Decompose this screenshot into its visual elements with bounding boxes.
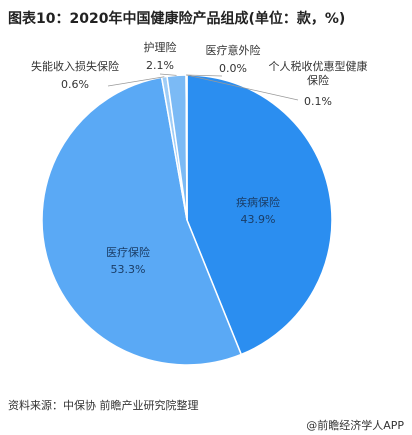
leader-line: [186, 74, 299, 101]
slice-value: 43.9%: [240, 213, 276, 226]
slice-label: 疾病保险: [236, 196, 280, 209]
slice-label: 医疗保险: [106, 246, 150, 259]
callout-value: 0.0%: [219, 62, 247, 75]
source-note: 资料来源：中保协 前瞻产业研究院整理: [8, 399, 199, 412]
credit: @前瞻经济学人APP: [306, 419, 404, 432]
callout-value: 2.1%: [146, 59, 174, 72]
callout-value: 0.1%: [304, 95, 332, 108]
pie-slice: [185, 74, 188, 221]
callout-label: 个人税收优惠型健康保险: [268, 60, 368, 87]
leader-line: [107, 76, 165, 87]
slice-value: 53.3%: [110, 263, 146, 276]
leader-line: [186, 74, 223, 77]
callout-label: 失能收入损失保险: [31, 60, 119, 73]
pie-slice: [41, 76, 243, 366]
callout-label: 护理险: [143, 41, 177, 54]
chart-title: 图表10：2020年中国健康险产品组成(单位：款，%): [8, 11, 346, 27]
callout-value: 0.6%: [61, 78, 89, 91]
leader-line: [159, 73, 177, 76]
pie-slice: [186, 74, 333, 356]
callout-label: 医疗意外险: [205, 44, 261, 57]
